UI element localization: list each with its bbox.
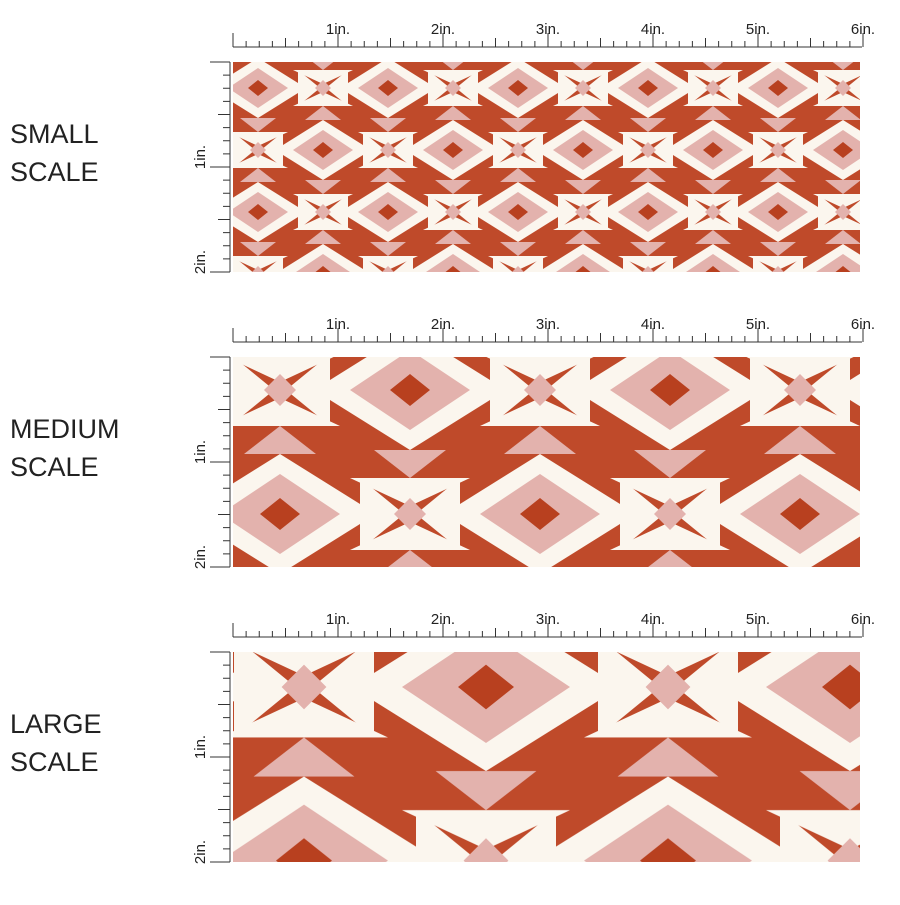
ruler-x-label: 4in.	[641, 21, 665, 38]
scale-label: SCALE	[10, 157, 99, 187]
ruler-y-label: 1in.	[192, 735, 209, 759]
ruler-x-label: 6in.	[851, 316, 875, 333]
ruler-y-label: 2in.	[192, 250, 209, 274]
ruler-x-label: 6in.	[851, 611, 875, 628]
fabric-swatch	[233, 62, 860, 272]
ruler-x-label: 3in.	[536, 21, 560, 38]
scale-label: MEDIUM	[10, 414, 120, 444]
scale-panel: LARGE SCALE 1in. 2in. 3in. 4in. 5in. 6in. 1in. 2i…	[10, 611, 875, 864]
scale-label: SMALL	[10, 119, 99, 149]
ruler-x-label: 3in.	[536, 316, 560, 333]
ruler-x-label: 5in.	[746, 21, 770, 38]
fabric-swatch	[233, 652, 860, 862]
scale-panel: SMALL SCALE 1in. 2in. 3in. 4in. 5in. 6in. 1in. 2i…	[10, 21, 875, 274]
ruler-x-label: 2in.	[431, 611, 455, 628]
ruler-y-label: 1in.	[192, 145, 209, 169]
ruler-x-label: 1in.	[326, 316, 350, 333]
fabric-swatch	[233, 357, 860, 567]
scale-panel: MEDIUM SCALE 1in. 2in. 3in. 4in. 5in. 6in. 1in. 2…	[10, 316, 875, 569]
scale-label: LARGE	[10, 709, 102, 739]
scale-label: SCALE	[10, 452, 99, 482]
ruler-x-label: 3in.	[536, 611, 560, 628]
scale-label: SCALE	[10, 747, 99, 777]
ruler-y-label: 2in.	[192, 545, 209, 569]
ruler-x-label: 5in.	[746, 611, 770, 628]
ruler-x-label: 2in.	[431, 316, 455, 333]
ruler-x-label: 1in.	[326, 611, 350, 628]
ruler-x-label: 4in.	[641, 316, 665, 333]
ruler-x-label: 6in.	[851, 21, 875, 38]
ruler-y-label: 1in.	[192, 440, 209, 464]
ruler-x-label: 5in.	[746, 316, 770, 333]
ruler-x-label: 2in.	[431, 21, 455, 38]
ruler-x-label: 4in.	[641, 611, 665, 628]
ruler-x-label: 1in.	[326, 21, 350, 38]
ruler-y-label: 2in.	[192, 840, 209, 864]
